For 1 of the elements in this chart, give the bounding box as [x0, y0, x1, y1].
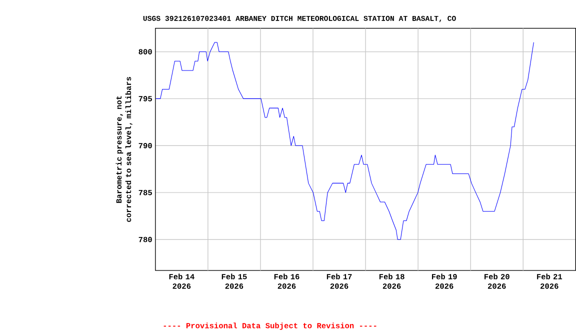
line-series: [156, 42, 534, 240]
